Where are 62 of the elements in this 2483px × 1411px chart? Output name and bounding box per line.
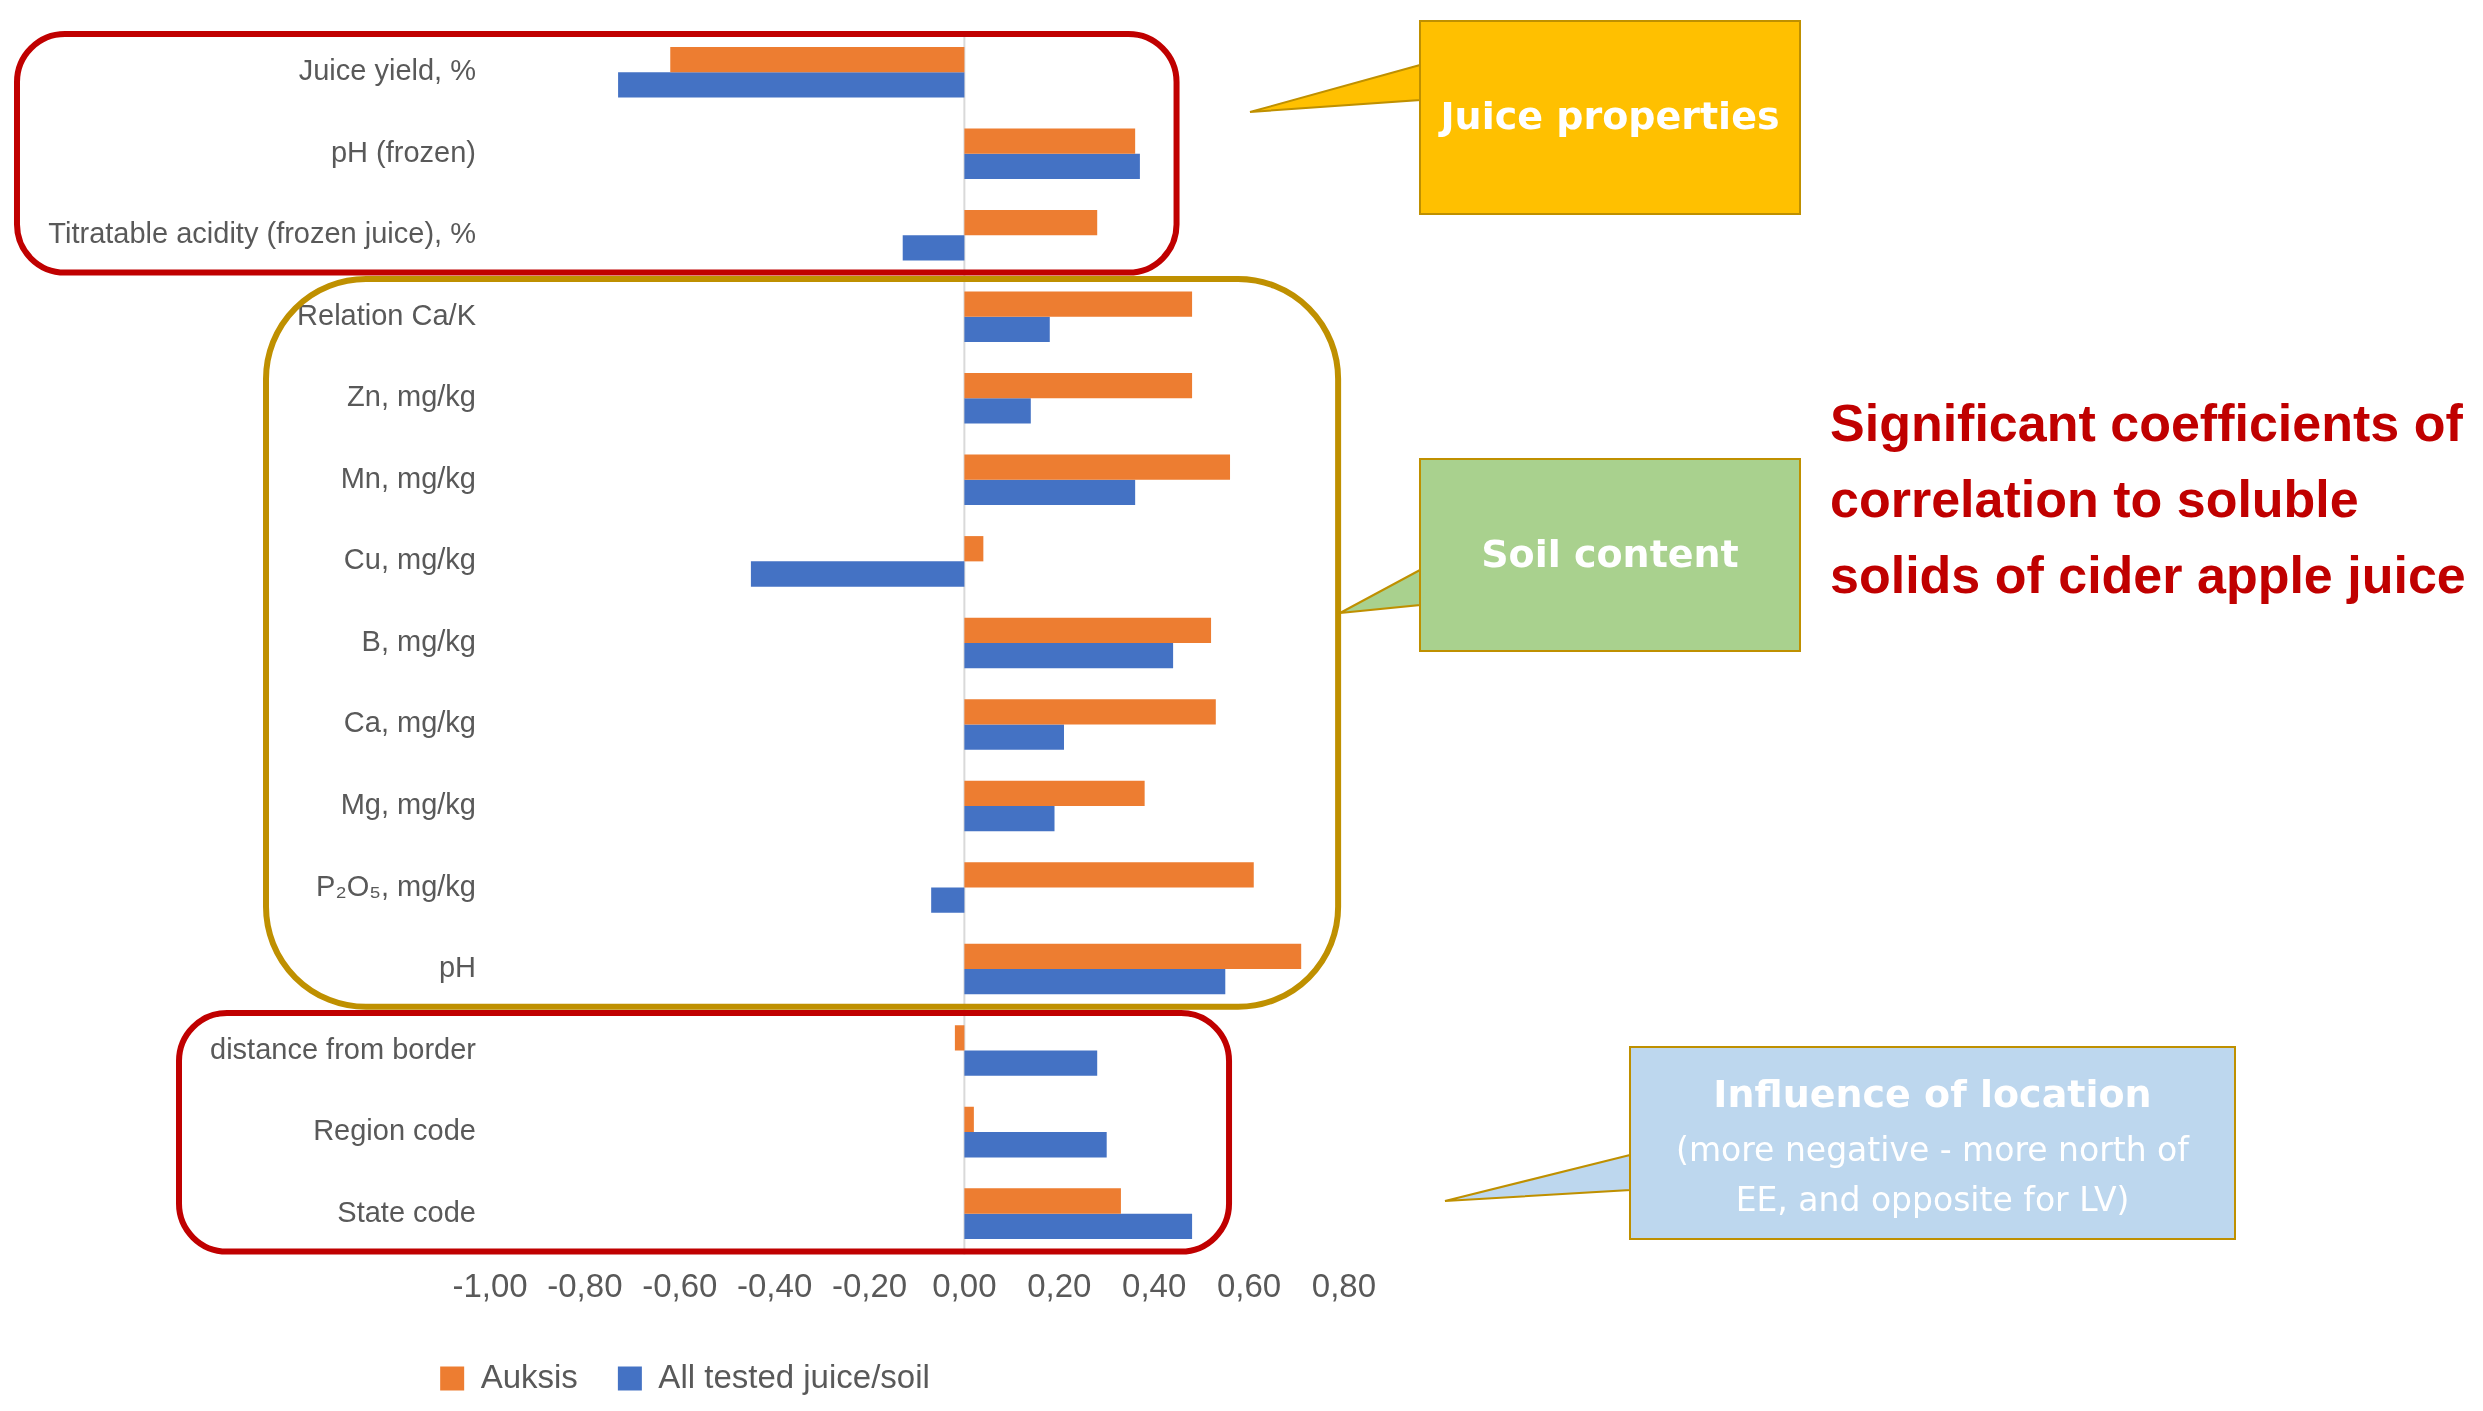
bar (964, 617, 1212, 643)
bar (964, 862, 1254, 888)
y-tick-label: Relation Ca/K (297, 298, 477, 331)
y-tick-label: pH (438, 951, 476, 984)
bar (964, 780, 1145, 806)
bar (964, 642, 1174, 669)
bar (964, 943, 1302, 970)
x-tick-label: -1,00 (452, 1267, 528, 1305)
bar (964, 1132, 1107, 1158)
x-tick-label: 0,60 (1216, 1267, 1282, 1305)
y-tick-label: Cu, mg/kg (343, 543, 476, 576)
bar (750, 561, 965, 587)
bar (964, 805, 1055, 832)
y-tick-label: B, mg/kg (361, 624, 476, 657)
legend-label: Auksis (480, 1357, 578, 1395)
x-tick-label: -0,80 (547, 1267, 623, 1305)
bar (964, 128, 1136, 154)
y-tick-label: Ca, mg/kg (343, 706, 476, 739)
bar (964, 1213, 1193, 1239)
y-tick-label: pH (frozen) (330, 135, 476, 168)
bar (670, 46, 965, 73)
bar (618, 72, 965, 98)
bar (964, 153, 1140, 179)
bar (954, 1025, 965, 1051)
bar (964, 969, 1226, 995)
y-tick-label: Zn, mg/kg (347, 380, 476, 413)
text: (more negative - more north of EE, and opposite for LV) (1675, 1129, 2191, 1221)
y-tick-label: Mn, mg/kg (340, 461, 476, 494)
text: Juice properties (1440, 93, 1780, 140)
bar (964, 536, 984, 562)
y-tick-label: Region code (313, 1114, 476, 1147)
y-tick-label: Juice yield, % (298, 54, 476, 87)
bar (964, 316, 1050, 343)
x-tick-label: 0,40 (1122, 1267, 1187, 1305)
x-tick-label: -0,60 (642, 1267, 718, 1305)
x-tick-label: -0,20 (831, 1267, 908, 1305)
bar (964, 209, 1098, 236)
bar (964, 373, 1193, 399)
bar (964, 699, 1216, 725)
bar (964, 1106, 974, 1133)
bar (964, 1050, 1098, 1076)
legend-label: All tested juice/soil (658, 1357, 930, 1395)
text: Influence of location (1712, 1071, 2153, 1118)
x-tick-label: 0,00 (932, 1267, 997, 1305)
text: Significant coefficients of correlation to soluble solids of cider apple juice (1830, 393, 2467, 606)
x-tick-label: -0,40 (737, 1267, 813, 1305)
bar (964, 291, 1193, 317)
y-tick-label: Titratable acidity (frozen juice), % (48, 217, 476, 250)
bar (902, 235, 965, 261)
bar (964, 454, 1231, 480)
y-tick-label: Mg, mg/kg (340, 787, 476, 820)
text: Soil content (1480, 531, 1740, 578)
y-tick-label: P₂O₅, mg/kg (316, 869, 476, 902)
y-tick-label: distance from border (210, 1032, 477, 1065)
y-tick-label: State code (337, 1195, 476, 1228)
x-tick-label: 0,20 (1027, 1267, 1092, 1305)
bar (964, 724, 1064, 750)
x-tick-label: 0,80 (1311, 1267, 1376, 1305)
bar (964, 398, 1031, 424)
bar (964, 479, 1136, 506)
bar (964, 1188, 1121, 1214)
bar (931, 887, 965, 913)
